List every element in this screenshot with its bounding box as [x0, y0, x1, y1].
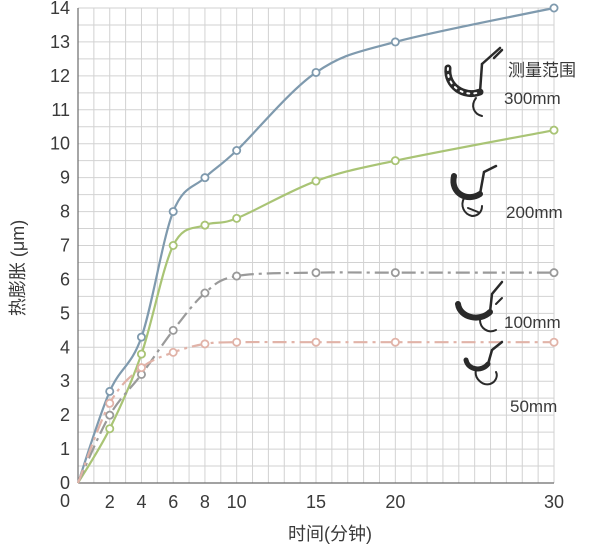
data-point-200mm	[549, 125, 559, 135]
data-point-50mm	[200, 339, 210, 349]
data-point-50mm	[232, 337, 242, 347]
data-point-200mm	[168, 240, 178, 250]
data-point-100mm	[105, 410, 115, 420]
data-point-100mm	[232, 271, 242, 281]
data-point-300mm	[232, 145, 242, 155]
x-tick-label: 30	[544, 492, 564, 512]
data-point-200mm	[105, 424, 115, 434]
data-point-100mm	[549, 268, 559, 278]
x-tick-label: 4	[136, 492, 146, 512]
legend-title: 测量范围	[508, 61, 576, 80]
data-point-300mm	[200, 173, 210, 183]
data-point-50mm	[168, 347, 178, 357]
data-point-200mm	[232, 213, 242, 223]
y-tick-label: 6	[60, 269, 70, 289]
data-point-100mm	[390, 268, 400, 278]
y-tick-label: 8	[60, 202, 70, 222]
series-label-200mm: 200mm	[506, 203, 563, 222]
y-tick-label: 7	[60, 236, 70, 256]
data-point-300mm	[311, 67, 321, 77]
series-label-100mm: 100mm	[504, 313, 561, 332]
grid	[77, 7, 555, 484]
data-point-200mm	[136, 349, 146, 359]
data-point-100mm	[168, 325, 178, 335]
y-tick-label: 14	[50, 0, 70, 18]
y-tick-label: 2	[60, 405, 70, 425]
y-tick-label: 3	[60, 371, 70, 391]
data-point-50mm	[311, 337, 321, 347]
data-point-50mm	[136, 363, 146, 373]
data-point-300mm	[168, 207, 178, 217]
micrometer-icon-300mm	[444, 46, 504, 117]
micrometer-icon-200mm	[450, 164, 498, 218]
y-tick-label: 10	[50, 134, 70, 154]
data-point-50mm	[105, 398, 115, 408]
data-point-100mm	[311, 268, 321, 278]
data-point-200mm	[200, 220, 210, 230]
y-tick-label: 4	[60, 337, 70, 357]
data-point-200mm	[311, 176, 321, 186]
data-point-300mm	[136, 332, 146, 342]
data-point-50mm	[549, 337, 559, 347]
data-point-300mm	[549, 3, 559, 13]
x-tick-label: 8	[200, 492, 210, 512]
micrometer-icon-50mm	[463, 340, 504, 386]
y-tick-label: 1	[60, 439, 70, 459]
y-tick-label: 12	[50, 66, 70, 86]
x-tick-label: 20	[385, 492, 405, 512]
data-point-300mm	[390, 37, 400, 47]
axes	[77, 8, 554, 484]
data-point-300mm	[105, 386, 115, 396]
x-tick-label: 2	[105, 492, 115, 512]
series-lines	[76, 3, 559, 484]
micrometer-icons	[444, 46, 504, 386]
annotations: 热膨胀 (μm) 时间(分钟) 测量范围 300mm 200mm 100mm 5…	[8, 61, 576, 544]
data-point-50mm	[390, 337, 400, 347]
micrometer-icon-100mm	[455, 280, 504, 333]
y-tick-label: 5	[60, 303, 70, 323]
y-tick-label: 9	[60, 168, 70, 188]
origin-label: 0	[60, 491, 70, 511]
x-tick-label: 6	[168, 492, 178, 512]
y-tick-label: 0	[60, 473, 70, 493]
x-axis-label: 时间(分钟)	[288, 524, 372, 544]
series-label-50mm: 50mm	[510, 397, 557, 416]
y-tick-label: 13	[50, 32, 70, 52]
x-tick-label: 10	[227, 492, 247, 512]
series-label-300mm: 300mm	[504, 89, 561, 108]
y-tick-label: 11	[51, 100, 70, 120]
data-point-200mm	[390, 156, 400, 166]
data-point-100mm	[200, 288, 210, 298]
x-tick-label: 15	[306, 492, 326, 512]
y-axis-label: 热膨胀 (μm)	[8, 220, 28, 316]
